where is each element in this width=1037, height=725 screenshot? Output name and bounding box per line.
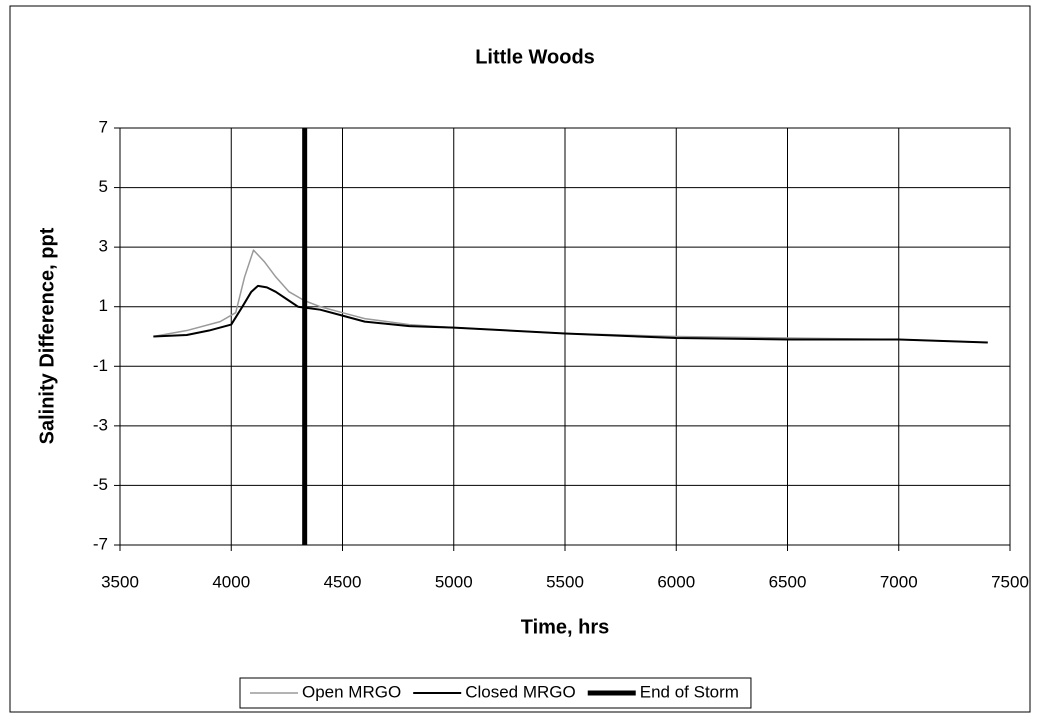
legend-label: Closed MRGO: [465, 682, 576, 701]
x-tick-label: 6000: [657, 572, 695, 591]
legend-label: End of Storm: [640, 682, 739, 701]
x-tick-label: 7000: [880, 572, 918, 591]
legend-label: Open MRGO: [302, 682, 401, 701]
x-tick-label: 5000: [435, 572, 473, 591]
y-axis-label: Salinity Difference, ppt: [36, 227, 58, 444]
y-tick-label: -7: [93, 534, 108, 553]
x-tick-label: 7500: [991, 572, 1029, 591]
y-tick-label: -3: [93, 415, 108, 434]
series-line: [153, 284, 988, 344]
x-tick-label: 4000: [212, 572, 250, 591]
y-tick-label: -5: [93, 475, 108, 494]
x-tick-label: 6500: [769, 572, 807, 591]
x-tick-label: 3500: [101, 572, 139, 591]
x-axis-label: Time, hrs: [521, 616, 610, 638]
y-tick-label: 5: [99, 177, 108, 196]
chart-title: Little Woods: [475, 46, 595, 68]
x-tick-label: 5500: [546, 572, 584, 591]
y-tick-label: 7: [99, 117, 108, 136]
x-tick-label: 4500: [324, 572, 362, 591]
legend-box: [239, 677, 752, 709]
y-tick-label: -1: [93, 356, 108, 375]
y-tick-label: 3: [99, 237, 108, 256]
legend: Open MRGO Closed MRGO End of Storm: [239, 677, 752, 709]
series-line: [153, 249, 988, 344]
y-tick-label: 1: [99, 296, 108, 315]
